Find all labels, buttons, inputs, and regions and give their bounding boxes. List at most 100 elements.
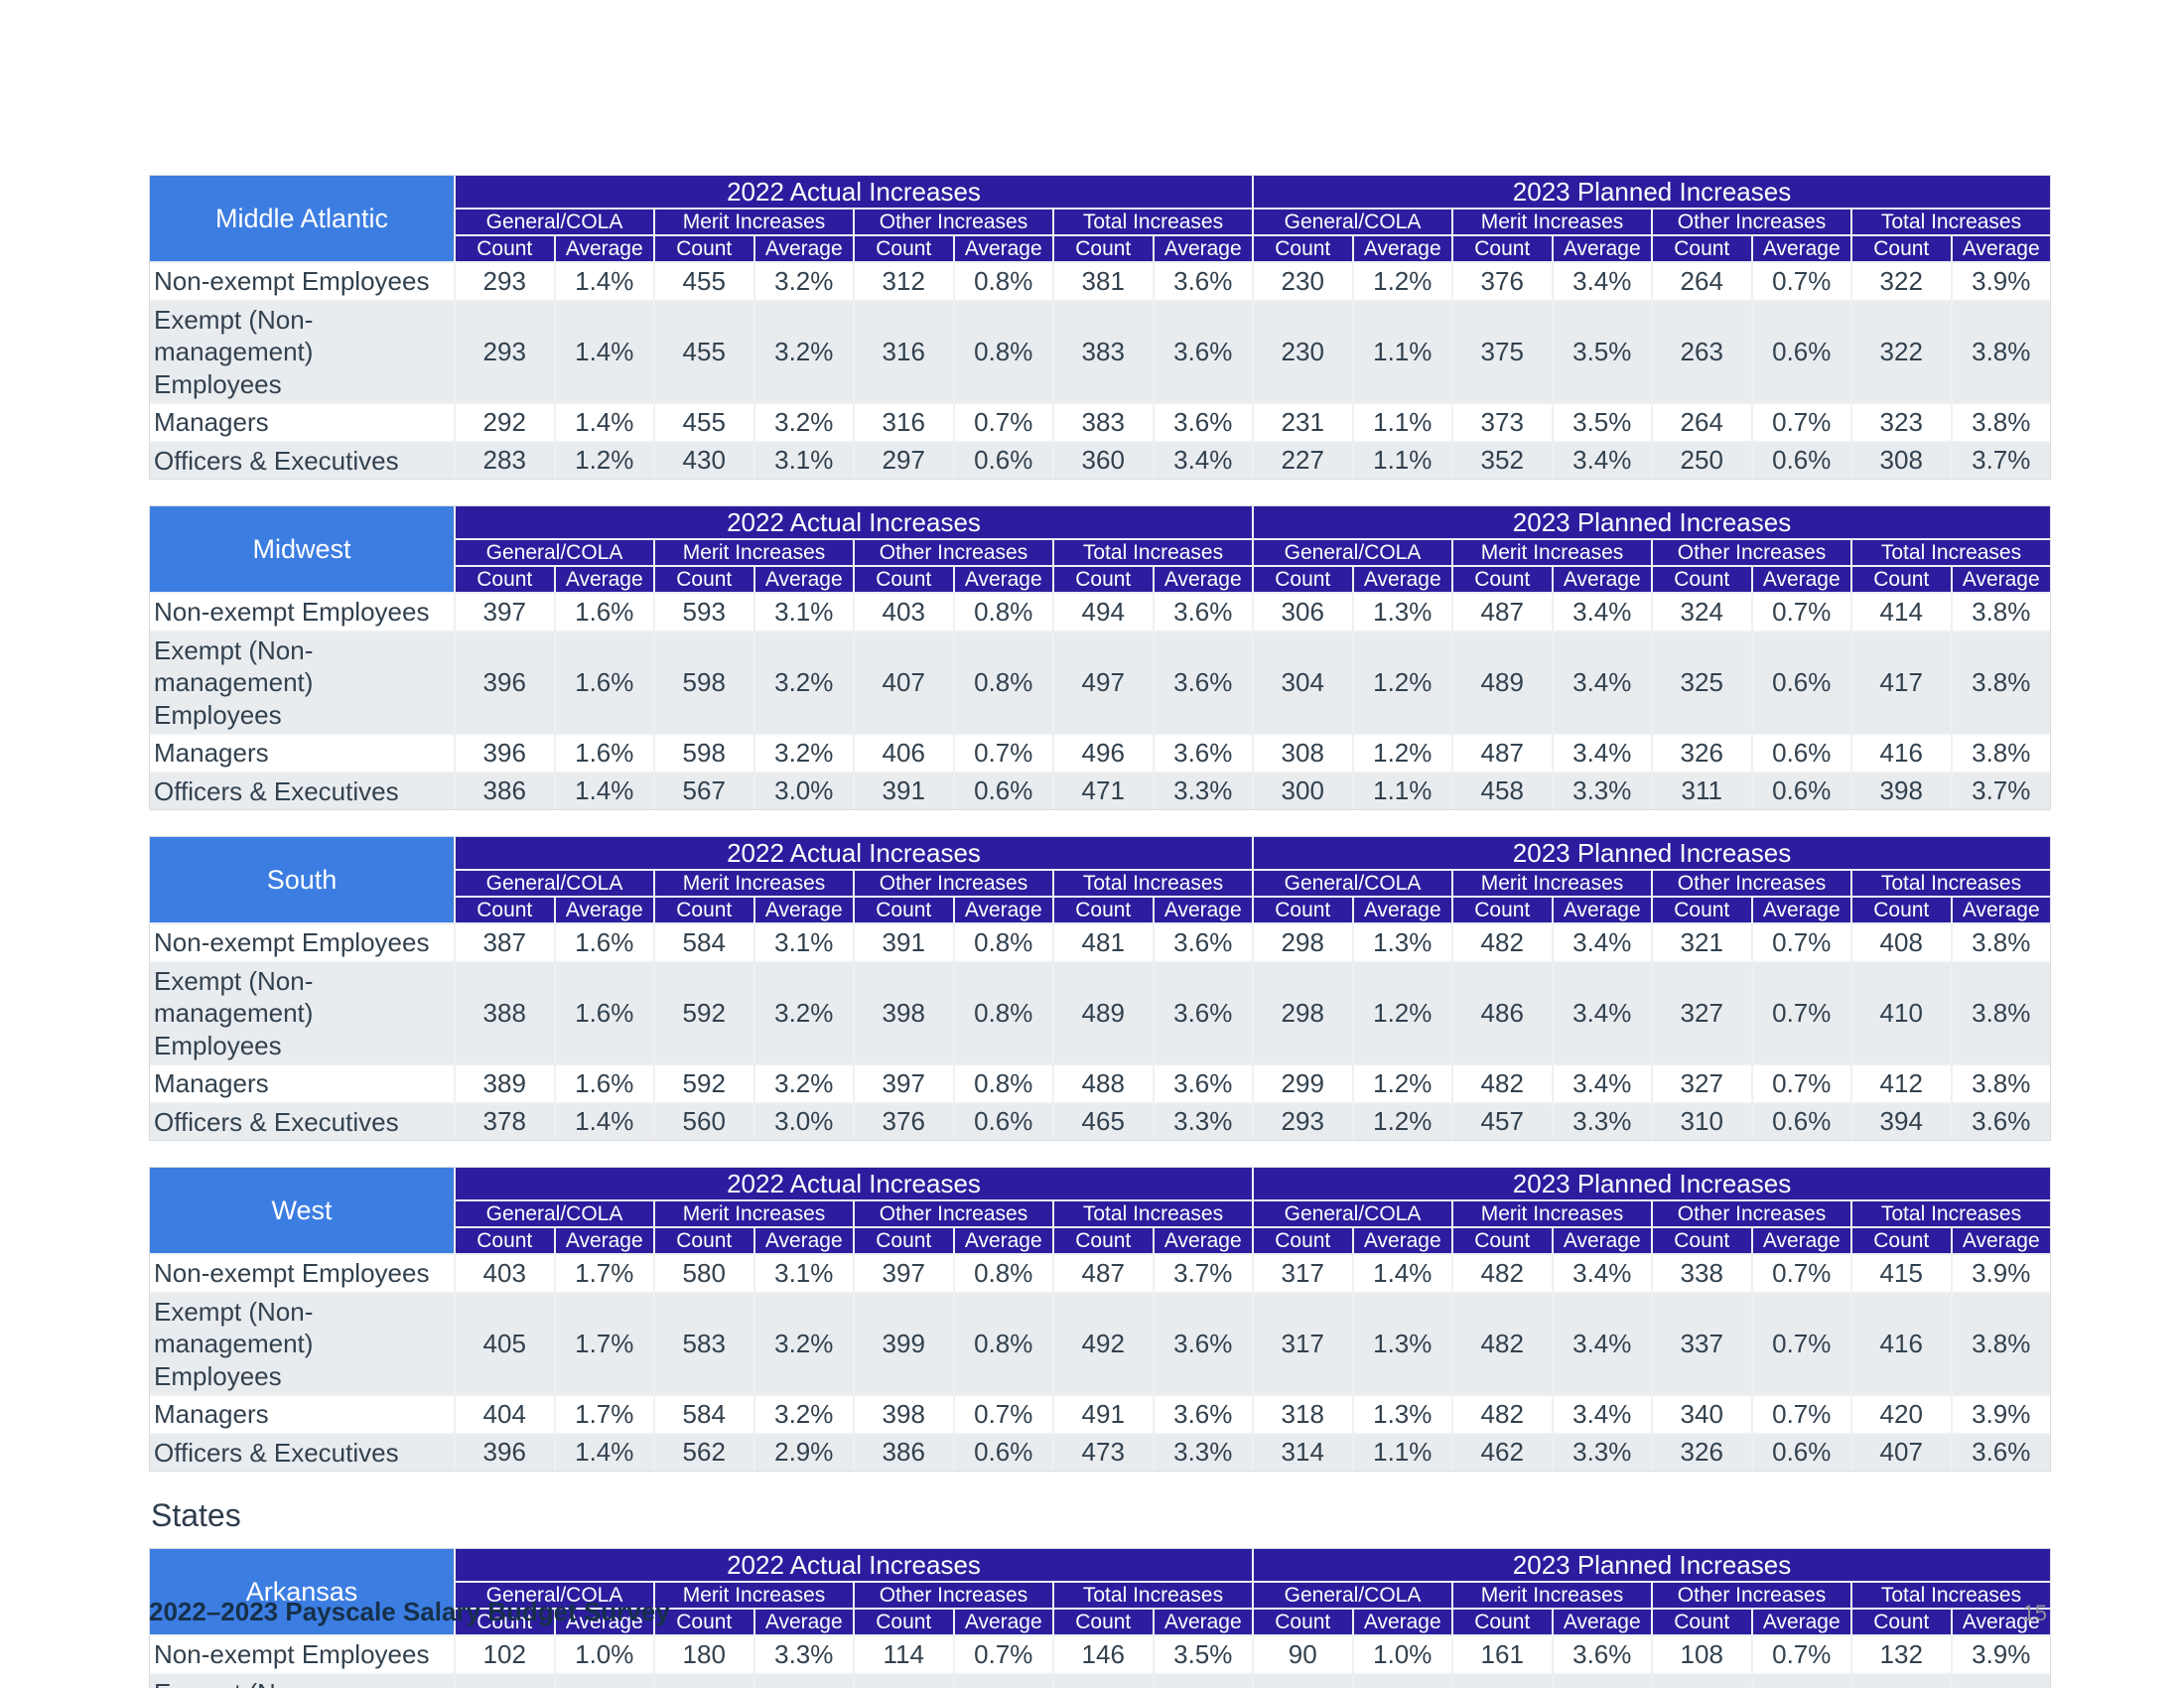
data-cell: 1.1% <box>1353 404 1451 441</box>
data-cell: 3.6% <box>1154 924 1252 961</box>
metric-header-cell: Count <box>456 1228 554 1253</box>
tables-container: Middle Atlantic 2022 Actual Increases 2023… <box>149 175 2051 1688</box>
footer-title: 2022–2023 Payscale Salary Budget Survey <box>149 1597 670 1626</box>
category-header-cell: Other Increases <box>855 1201 1052 1226</box>
data-cell: 230 <box>1254 263 1352 300</box>
data-cell: 0.7% <box>1752 924 1850 961</box>
region-label: Midwest <box>150 506 454 592</box>
metric-header-cell: Average <box>1154 1228 1252 1253</box>
data-cell: 3.5% <box>1553 301 1651 402</box>
data-cell: 3.9% <box>1952 1396 2050 1433</box>
data-cell: 488 <box>1054 1065 1153 1102</box>
region-table: South 2022 Actual Increases 2023 Planned I… <box>149 836 2051 1141</box>
category-header-cell: Total Increases <box>1054 1583 1252 1608</box>
data-cell: 3.3% <box>1154 773 1252 809</box>
data-cell: 0.7% <box>1752 1065 1850 1102</box>
data-cell: 391 <box>855 773 953 809</box>
metric-header-cell: Average <box>954 567 1052 592</box>
category-header-cell: General/COLA <box>1254 540 1451 565</box>
data-cell: 391 <box>855 924 953 961</box>
metric-header-cell: Average <box>1154 1610 1252 1634</box>
year-header-cell: 2022 Actual Increases <box>456 506 1252 538</box>
data-cell: 3.3% <box>1553 1103 1651 1140</box>
data-cell: 3.3% <box>1553 1434 1651 1471</box>
region-label: South <box>150 837 454 922</box>
metric-header-cell: Count <box>456 567 554 592</box>
data-cell: 1.6% <box>555 1065 653 1102</box>
metric-header-cell: Average <box>954 1610 1052 1634</box>
metric-header-cell: Count <box>456 898 554 922</box>
category-header-cell: Total Increases <box>1054 871 1252 896</box>
metric-header-cell: Count <box>1653 1228 1751 1253</box>
metric-header-cell: Average <box>1553 1228 1651 1253</box>
data-cell: 376 <box>1453 263 1552 300</box>
metric-header-cell: Count <box>1453 567 1552 592</box>
year-header-cell: 2022 Actual Increases <box>456 1549 1252 1581</box>
data-cell: 326 <box>1653 735 1751 772</box>
data-cell: 492 <box>1054 1293 1153 1394</box>
data-cell: 389 <box>456 1065 554 1102</box>
data-cell: 317 <box>1254 1293 1352 1394</box>
metric-header-cell: Average <box>1752 1610 1850 1634</box>
data-cell: 1.1% <box>1353 773 1451 809</box>
metric-header-cell: Count <box>1852 898 1951 922</box>
region-table: Middle Atlantic 2022 Actual Increases 2023… <box>149 175 2051 480</box>
data-cell: 3.4% <box>1553 1293 1651 1394</box>
data-cell: 3.6% <box>1154 404 1252 441</box>
metric-header-cell: Count <box>655 898 753 922</box>
data-cell: 161 <box>1453 1674 1552 1688</box>
row-label: Non-exempt Employees <box>150 1255 454 1292</box>
data-cell: 1.1% <box>1353 301 1451 402</box>
data-cell: 3.8% <box>1952 301 2050 402</box>
data-cell: 1.2% <box>1353 735 1451 772</box>
data-cell: 396 <box>456 735 554 772</box>
data-cell: 396 <box>456 1434 554 1471</box>
category-header-cell: General/COLA <box>456 1583 653 1608</box>
data-cell: 397 <box>855 1065 953 1102</box>
metric-header-cell: Average <box>1353 1610 1451 1634</box>
category-header-cell: Other Increases <box>1653 1201 1850 1226</box>
data-cell: 337 <box>1653 1293 1751 1394</box>
data-cell: 0.7% <box>1752 594 1850 631</box>
category-header-cell: General/COLA <box>456 540 653 565</box>
data-cell: 0.6% <box>1752 1434 1850 1471</box>
data-cell: 3.8% <box>1952 962 2050 1063</box>
data-cell: 3.4% <box>1553 962 1651 1063</box>
row-label: Non-exempt Employees <box>150 594 454 631</box>
row-label: Managers <box>150 1396 454 1433</box>
data-cell: 340 <box>1653 1396 1751 1433</box>
data-cell: 102 <box>456 1636 554 1673</box>
data-cell: 491 <box>1054 1396 1153 1433</box>
metric-header-cell: Count <box>855 1610 953 1634</box>
metric-header-cell: Average <box>1353 898 1451 922</box>
page-number: 15 <box>2022 1601 2047 1625</box>
data-cell: 0.8% <box>954 962 1052 1063</box>
metric-header-cell: Average <box>1752 898 1850 922</box>
data-cell: 3.4% <box>1553 594 1651 631</box>
data-cell: 386 <box>456 773 554 809</box>
data-cell: 583 <box>655 1293 753 1394</box>
year-header-cell: 2023 Planned Increases <box>1254 1168 2050 1199</box>
data-cell: 322 <box>1852 263 1951 300</box>
data-cell: 482 <box>1453 1293 1552 1394</box>
row-label: Officers & Executives <box>150 773 454 809</box>
data-cell: 0.7% <box>1752 263 1850 300</box>
data-cell: 3.6% <box>1154 962 1252 1063</box>
data-cell: 3.0% <box>754 773 853 809</box>
data-cell: 593 <box>655 594 753 631</box>
row-label-text: Non-exempt Employees <box>154 266 430 296</box>
data-cell: 0.6% <box>1752 632 1850 733</box>
data-cell: 0.7% <box>1752 1293 1850 1394</box>
data-cell: 316 <box>855 301 953 402</box>
data-cell: 430 <box>655 442 753 479</box>
category-header-cell: Total Increases <box>1054 1201 1252 1226</box>
row-label: Exempt (Non-management) Employees <box>150 1674 454 1688</box>
data-cell: 0.7% <box>1752 1255 1850 1292</box>
data-cell: 462 <box>1453 1434 1552 1471</box>
data-cell: 376 <box>855 1103 953 1140</box>
data-cell: 3.5% <box>1553 404 1651 441</box>
row-label: Exempt (Non-management) Employees <box>150 962 454 1063</box>
metric-header-cell: Count <box>1653 567 1751 592</box>
data-cell: 3.2% <box>754 1396 853 1433</box>
